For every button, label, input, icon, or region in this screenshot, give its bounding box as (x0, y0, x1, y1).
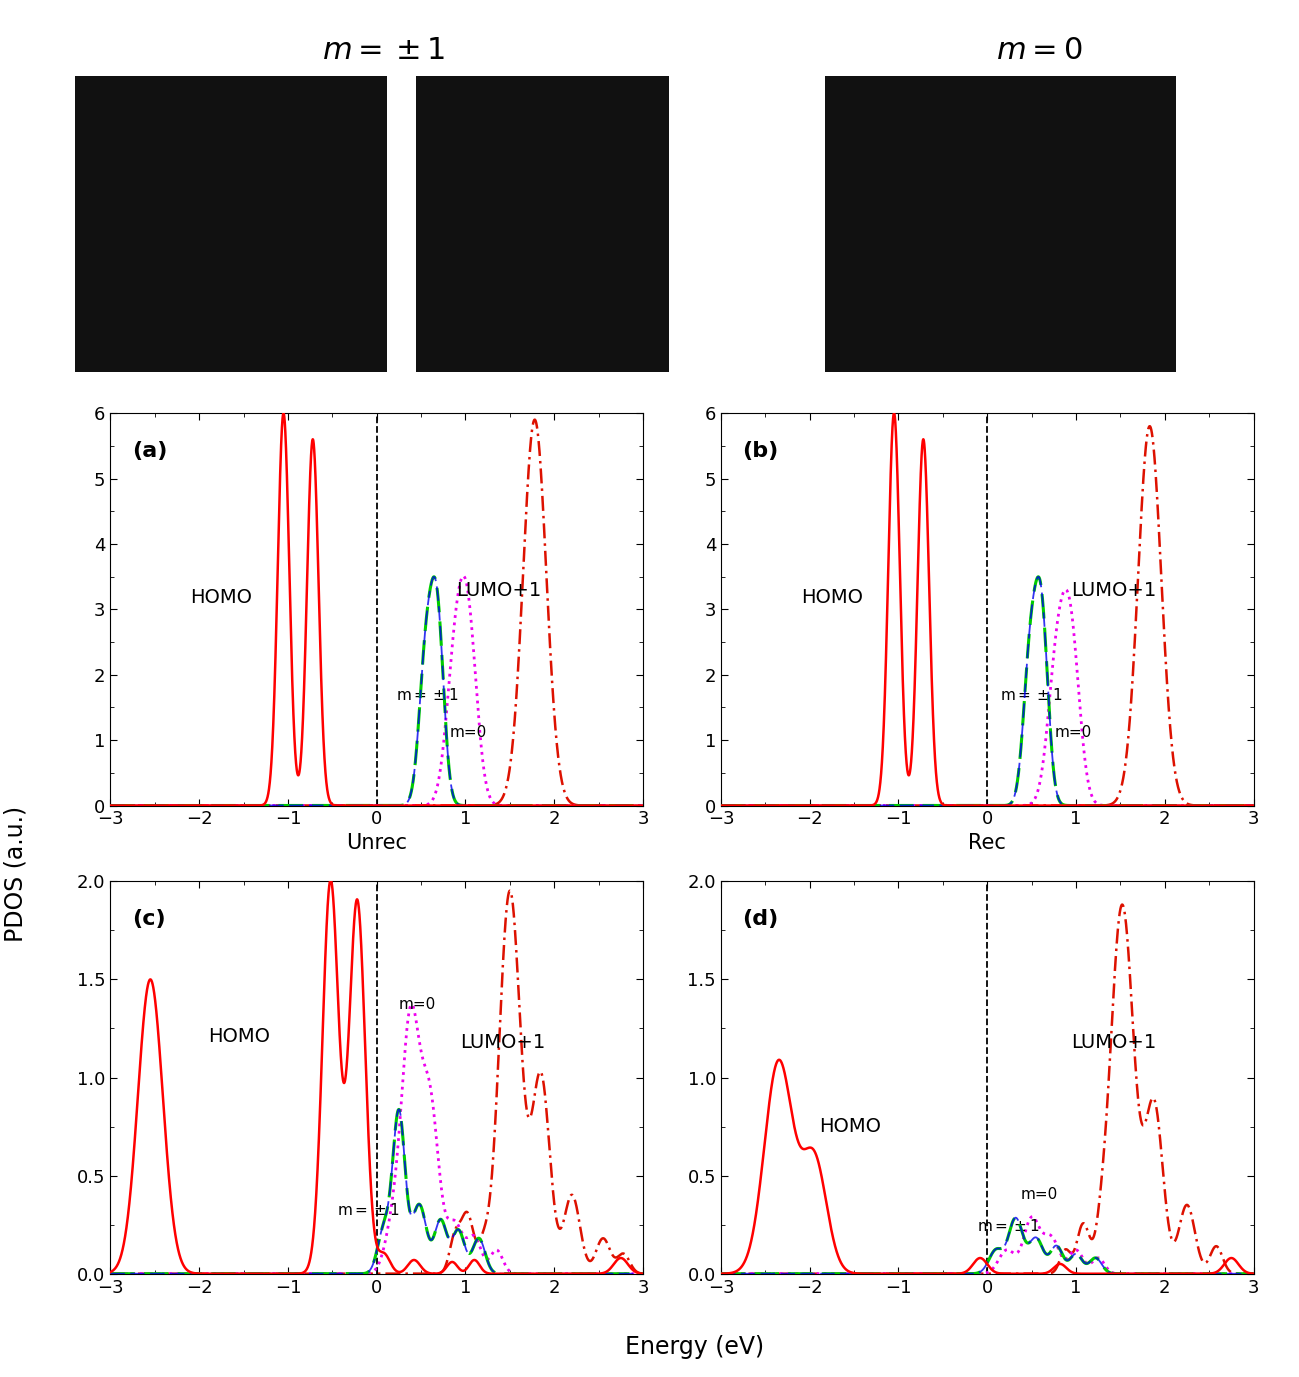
Text: $m = 0$: $m = 0$ (996, 36, 1082, 66)
Text: HOMO: HOMO (191, 588, 252, 607)
Text: Energy (eV): Energy (eV) (625, 1334, 765, 1359)
X-axis label: Unrec: Unrec (347, 833, 407, 852)
Text: (d): (d) (742, 909, 778, 928)
Text: (a): (a) (131, 441, 168, 460)
Text: HOMO: HOMO (801, 588, 863, 607)
Text: m$=\pm$1: m$=\pm$1 (396, 687, 459, 702)
Text: $m = \pm 1$: $m = \pm 1$ (322, 36, 444, 66)
Text: HOMO: HOMO (818, 1118, 881, 1136)
Text: LUMO+1: LUMO+1 (456, 581, 542, 600)
Text: m$=\pm$1: m$=\pm$1 (336, 1202, 399, 1217)
Text: m$=\pm$1: m$=\pm$1 (1000, 687, 1063, 702)
Text: HOMO: HOMO (208, 1027, 270, 1047)
Text: m=0: m=0 (399, 997, 436, 1012)
X-axis label: Rec: Rec (968, 833, 1007, 852)
Text: LUMO+1: LUMO+1 (1070, 1033, 1156, 1052)
Text: m=0: m=0 (449, 724, 487, 739)
Text: m=0: m=0 (1055, 724, 1092, 739)
Text: (b): (b) (742, 441, 778, 460)
Text: PDOS (a.u.): PDOS (a.u.) (4, 807, 27, 942)
Text: m=0: m=0 (1021, 1187, 1059, 1202)
Text: (c): (c) (131, 909, 165, 928)
Text: LUMO+1: LUMO+1 (1070, 581, 1156, 600)
Text: LUMO+1: LUMO+1 (460, 1033, 546, 1052)
Text: m$=\pm$1: m$=\pm$1 (977, 1217, 1039, 1234)
